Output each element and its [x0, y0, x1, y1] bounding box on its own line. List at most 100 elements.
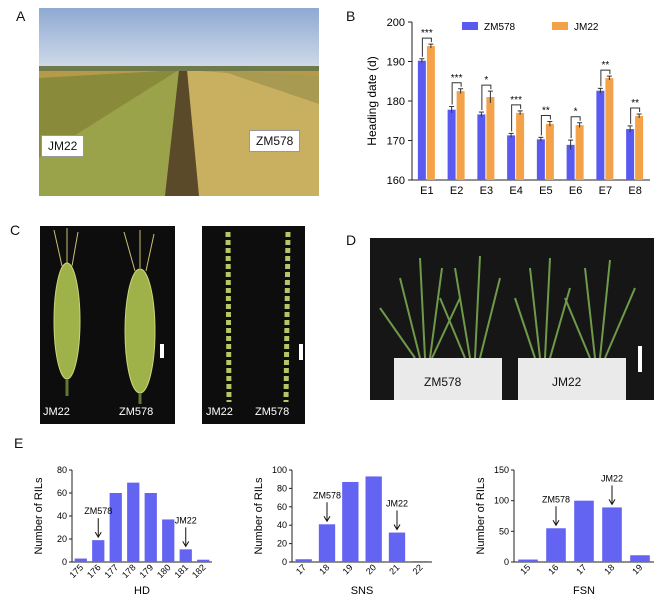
legend-swatch-ZM578	[462, 22, 478, 30]
x-tick-label: 180	[155, 562, 173, 580]
annotation-ZM578: ZM578	[542, 494, 570, 504]
legend-label-JM22: JM22	[574, 22, 599, 33]
annotation-ZM578: ZM578	[84, 506, 112, 516]
y-tick-label: 20	[57, 534, 67, 544]
significance-mark: ***	[510, 95, 522, 106]
x-tick-label: 179	[137, 562, 155, 580]
x-tick-label: 17	[574, 562, 588, 576]
bar-ZM578-E2	[447, 109, 456, 180]
y-tick-label: 60	[57, 488, 67, 498]
x-tick-label: 21	[387, 562, 401, 576]
y-tick-label: 100	[494, 496, 509, 506]
x-tick-label: 181	[172, 562, 190, 580]
x-tick-label: E4	[509, 185, 522, 197]
significance-bracket	[421, 37, 432, 57]
y-axis-title: Number of RILs	[33, 477, 45, 555]
histogram-bar-182	[197, 559, 210, 562]
y-tick-label: 200	[387, 17, 405, 29]
pot-label-jm22: JM22	[552, 375, 582, 389]
bar-JM22-E2	[456, 91, 465, 180]
annotation-JM22: JM22	[386, 499, 408, 509]
significance-bracket	[540, 115, 551, 136]
panel-letter-d: D	[346, 232, 357, 248]
bar-ZM578-E8	[626, 129, 635, 180]
y-tick-label: 50	[499, 526, 509, 536]
histogram-bar-19	[342, 481, 359, 562]
bar-ZM578-E4	[507, 135, 516, 180]
y-tick-label: 0	[282, 557, 287, 567]
panel-letter-e: E	[14, 435, 24, 451]
pot-label-zm578: ZM578	[424, 375, 462, 389]
y-tick-label: 170	[387, 136, 405, 148]
histogram-bar-19	[630, 555, 650, 562]
x-tick-label: 176	[85, 562, 103, 580]
histogram-bar-176	[92, 540, 105, 562]
x-tick-label: 18	[317, 562, 331, 576]
x-tick-label: 18	[602, 562, 616, 576]
bar-ZM578-E6	[566, 144, 575, 180]
x-axis-title: SNS	[351, 585, 374, 597]
x-tick-label: 22	[411, 562, 425, 576]
rachis-label-jm22: JM22	[206, 406, 233, 418]
bar-JM22-E8	[635, 116, 644, 180]
spike-photo: JM22 ZM578	[40, 226, 175, 424]
x-tick-label: 15	[518, 562, 532, 576]
fsn-histogram: 0 50 100 150 Number of RILs 15 16 17 18 19 ZM578 JM…	[475, 465, 654, 597]
x-tick-label: E8	[628, 185, 641, 197]
significance-mark: ***	[421, 28, 433, 39]
histogram-bar-181	[179, 549, 192, 562]
y-tick-label: 80	[57, 465, 67, 475]
significance-bracket	[600, 69, 611, 87]
significance-bracket	[481, 84, 492, 111]
annotation-JM22: JM22	[175, 515, 197, 525]
histogram-bar-179	[144, 493, 157, 562]
x-tick-label: E1	[420, 185, 433, 197]
significance-bracket	[451, 82, 462, 105]
y-tick-label: 40	[277, 520, 287, 530]
y-tick-label: 100	[272, 465, 287, 475]
significance-mark: **	[601, 60, 609, 71]
annotation-arrow-head	[393, 524, 401, 531]
panel-letter-b: B	[346, 8, 356, 24]
significance-bracket	[630, 107, 641, 124]
significance-bracket	[570, 116, 581, 139]
x-tick-label: 175	[67, 562, 85, 580]
histogram-bar-22	[412, 561, 429, 562]
y-tick-label: 80	[277, 483, 287, 493]
bar-ZM578-E5	[536, 139, 545, 180]
y-axis-title: Number of RILs	[475, 477, 487, 555]
x-axis-title: FSN	[573, 585, 595, 597]
annotation-ZM578: ZM578	[313, 490, 341, 500]
y-axis-title: Number of RILs	[253, 477, 265, 555]
x-tick-label: E7	[599, 185, 612, 197]
y-axis-title: Heading date (d)	[365, 56, 379, 145]
histogram-bar-16	[546, 528, 566, 562]
field-photo: JM22 ZM578	[39, 8, 319, 196]
y-tick-label: 180	[387, 96, 405, 108]
legend-label-ZM578: ZM578	[484, 22, 516, 33]
annotation-arrow-head	[323, 516, 331, 523]
x-tick-label: 17	[294, 562, 308, 576]
spike-label-jm22: JM22	[43, 406, 70, 418]
legend-swatch-JM22	[552, 22, 568, 30]
x-tick-label: 20	[364, 562, 378, 576]
significance-mark: **	[631, 98, 639, 109]
significance-bracket	[511, 104, 522, 132]
annotation-arrow-head	[608, 499, 616, 506]
x-tick-label: 19	[341, 562, 355, 576]
bar-ZM578-E1	[417, 60, 426, 180]
spike-label-zm578: ZM578	[119, 406, 154, 418]
sns-histogram: 0 20 40 60 80 100 Number of RILs 17 18 19 20 21 22 ZM…	[253, 465, 432, 597]
x-tick-label: 16	[546, 562, 560, 576]
x-tick-label: E6	[569, 185, 582, 197]
y-tick-label: 0	[62, 557, 67, 567]
x-tick-label: 177	[102, 562, 120, 580]
significance-mark: *	[484, 75, 488, 86]
histogram-bar-18	[602, 507, 622, 562]
potted-plants-photo: ZM578 JM22	[370, 238, 654, 400]
x-tick-label: E3	[480, 185, 493, 197]
bar-ZM578-E3	[477, 114, 486, 180]
bar-JM22-E3	[486, 97, 495, 180]
rachis-photo: JM22 ZM578	[202, 226, 305, 424]
